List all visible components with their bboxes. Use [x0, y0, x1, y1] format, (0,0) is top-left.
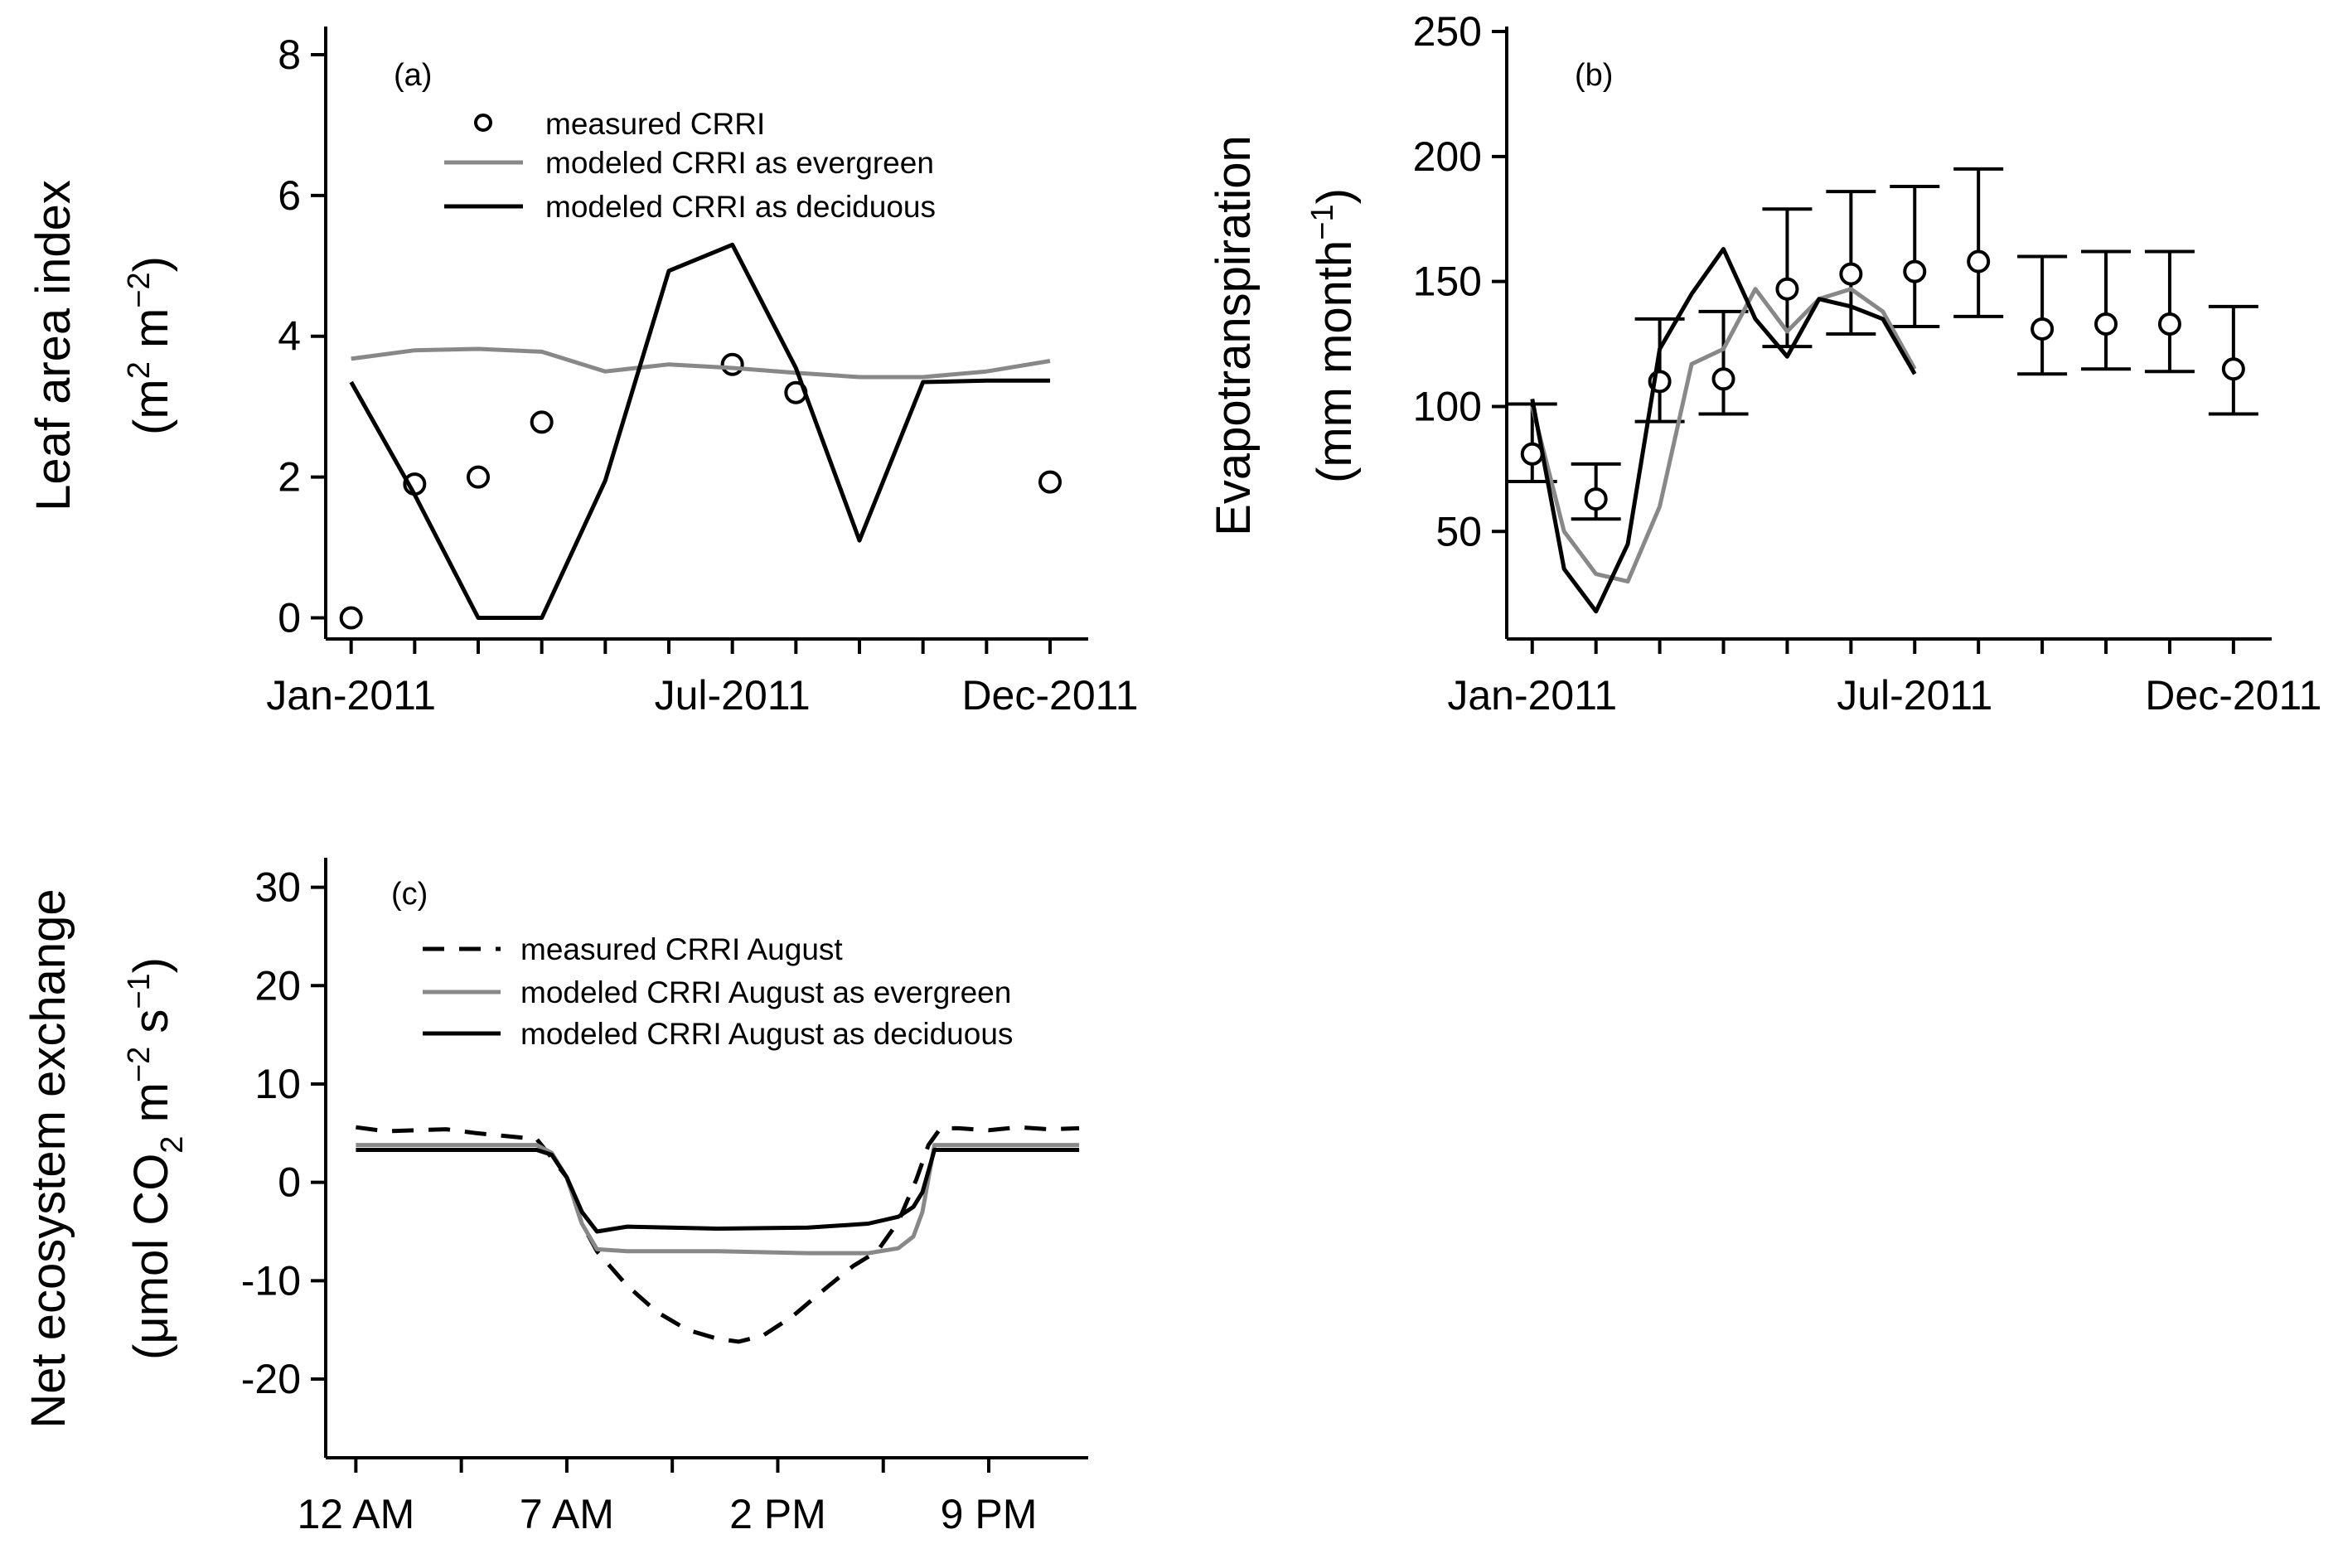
y-tick-label: 2 [278, 454, 301, 501]
panel-a-legend: measured CRRI modeled CRRI as evergreen … [444, 107, 936, 224]
y-tick-label: 30 [254, 864, 301, 911]
y-tick-label: 8 [278, 31, 301, 78]
panel-c-label: (c) [391, 877, 428, 912]
series-line-evergreen [351, 346, 1051, 380]
data-point-measured [2031, 317, 2055, 341]
y-tick-label: 250 [1413, 8, 1482, 55]
data-point-measured [1711, 367, 1735, 391]
legend-c-measured-label: measured CRRI August [520, 932, 843, 966]
panel-a-ylabel-units: (m2 m−2) [122, 256, 178, 435]
panel-a-ylabel: Leaf area index [27, 180, 80, 511]
panel-c-ylabel: Net ecosystem exchange [22, 888, 75, 1428]
data-point-measured [467, 465, 490, 489]
y-tick-label: -10 [241, 1257, 301, 1304]
panel-c: -20 -10 0 10 20 30 12 AM 7 AM 2 PM 9 PM (c) measu… [22, 858, 1088, 1537]
data-point-measured [1775, 277, 1799, 301]
panel-a-label: (a) [394, 58, 432, 93]
data-point-measured [1967, 249, 1991, 273]
data-point-measured [339, 606, 363, 630]
panel-c-legend: measured CRRI August modeled CRRI August… [423, 932, 1013, 1051]
y-tick-label: 150 [1413, 259, 1482, 305]
x-tick-label: 2 PM [729, 1491, 826, 1537]
x-tick-label: Jan-2011 [266, 672, 436, 719]
panel-c-ylabel-units: (μmol CO2 m−2 s−1) [122, 957, 190, 1360]
data-point-measured [2157, 312, 2181, 336]
legend-a-measured-label: measured CRRI [545, 107, 765, 141]
x-tick-label: 9 PM [941, 1491, 1038, 1537]
series-line-deciduous [356, 1148, 1080, 1234]
panel-a: 0 2 4 6 8 Jan-2011 Jul-2011 Dec-2011 (a) measur… [27, 27, 1139, 719]
panel-c-plot: -20 -10 0 10 20 30 12 AM 7 AM 2 PM 9 PM [241, 858, 1088, 1537]
data-point-measured [1903, 259, 1927, 283]
legend-a-evergreen-label: modeled CRRI as evergreen [545, 146, 934, 180]
y-tick-label: 200 [1413, 133, 1482, 180]
legend-a-measured-marker [474, 114, 492, 132]
panel-b-ylabel-units: (mm month−1) [1305, 188, 1362, 483]
series-line-deciduous [349, 242, 1050, 620]
x-tick-label: Jul-2011 [1837, 672, 1992, 719]
panel-b: 50 100 150 200 250 Jan-2011 Jul-2011 Dec-2011 (… [1207, 8, 2321, 719]
y-tick-label: 100 [1413, 383, 1482, 429]
data-point-measured [1038, 470, 1062, 494]
data-point-measured [1839, 262, 1863, 286]
data-point-measured [1584, 487, 1608, 511]
x-tick-label: Jul-2011 [655, 672, 811, 719]
series-line-evergreen [1530, 287, 1917, 584]
y-tick-label: -20 [241, 1356, 301, 1402]
y-tick-label: 4 [278, 313, 301, 360]
x-tick-label: Dec-2011 [961, 672, 1138, 719]
y-tick-label: 10 [254, 1061, 301, 1107]
x-tick-label: Jan-2011 [1447, 672, 1617, 719]
x-tick-label: Dec-2011 [2145, 672, 2321, 719]
data-point-measured [2094, 312, 2118, 336]
y-tick-label: 0 [278, 595, 301, 641]
x-tick-label: 12 AM [297, 1491, 414, 1537]
panel-b-ylabel: Evapotranspiration [1207, 135, 1261, 536]
series-line-evergreen [356, 1143, 1080, 1256]
legend-c-deciduous-label: modeled CRRI August as deciduous [520, 1017, 1013, 1051]
y-tick-label: 20 [254, 962, 301, 1009]
legend-c-evergreen-label: modeled CRRI August as evergreen [520, 975, 1011, 1009]
data-point-measured [720, 352, 744, 376]
panel-a-plot: 0 2 4 6 8 Jan-2011 Jul-2011 Dec-2011 [266, 27, 1139, 719]
y-tick-label: 6 [278, 172, 301, 219]
data-point-measured [530, 410, 554, 434]
data-point-measured [2221, 357, 2245, 381]
y-tick-label: 0 [278, 1159, 301, 1206]
x-tick-label: 7 AM [520, 1491, 614, 1537]
panel-b-plot: 50 100 150 200 250 Jan-2011 Jul-2011 Dec-2011 [1413, 8, 2322, 719]
series-line-deciduous [1530, 247, 1917, 614]
y-tick-label: 50 [1435, 508, 1482, 554]
legend-a-deciduous-label: modeled CRRI as deciduous [545, 190, 936, 224]
panel-b-label: (b) [1575, 58, 1613, 93]
series-line-measured [356, 1125, 1080, 1344]
